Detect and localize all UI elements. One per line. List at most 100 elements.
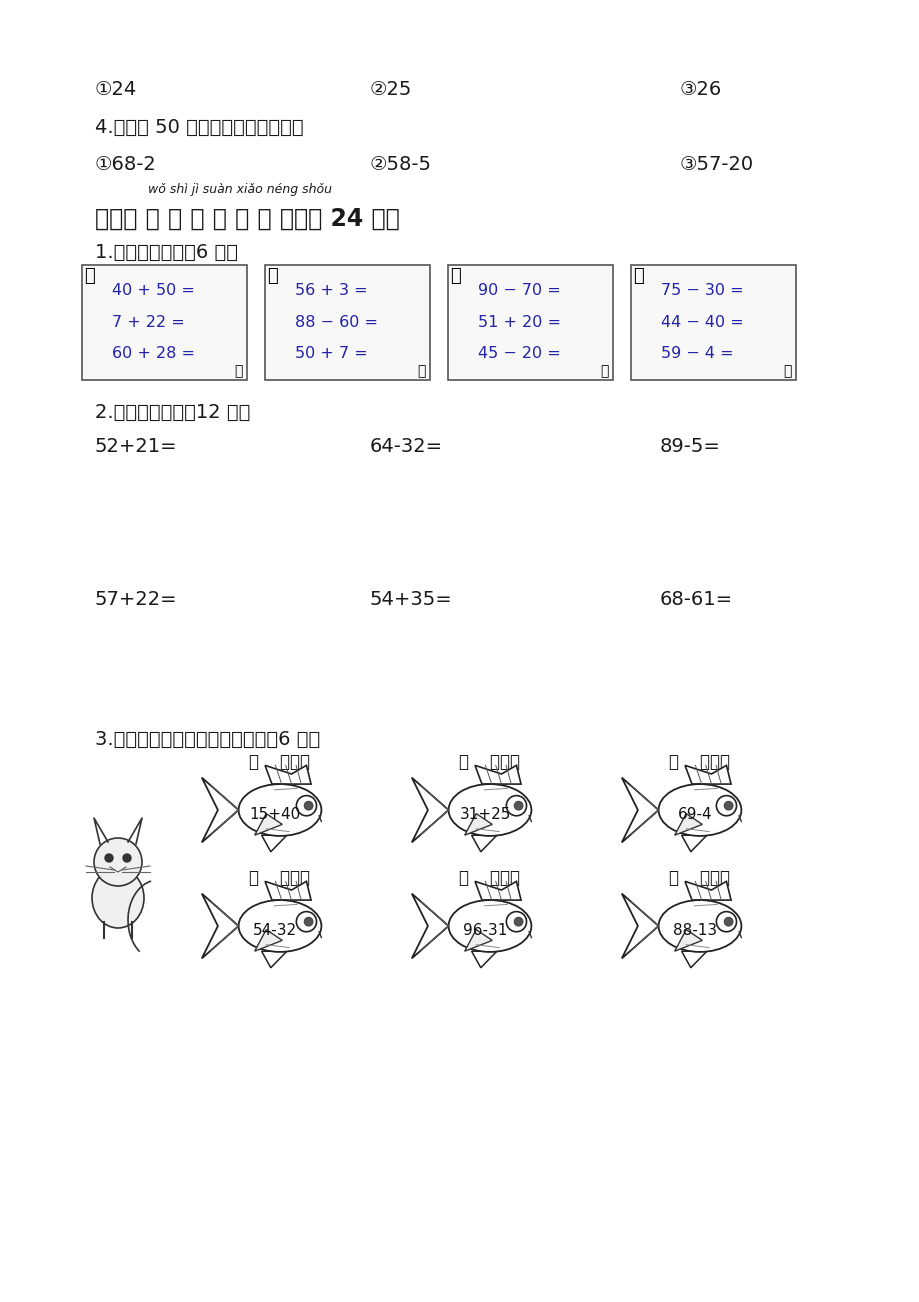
Text: 三、我 是 计 算 小 能 手 。（共 24 分）: 三、我 是 计 算 小 能 手 。（共 24 分） [95, 207, 400, 230]
Text: （    ）十多: （ ）十多 [459, 753, 520, 771]
Text: 54-32: 54-32 [253, 923, 297, 937]
Text: （    ）十多: （ ）十多 [459, 868, 520, 887]
Text: 69-4: 69-4 [677, 807, 712, 822]
Text: ②58-5: ②58-5 [369, 155, 432, 174]
Text: 68-61=: 68-61= [659, 590, 732, 609]
Text: ①68-2: ①68-2 [95, 155, 156, 174]
Polygon shape [261, 952, 287, 967]
Circle shape [514, 801, 522, 810]
Text: ②25: ②25 [369, 79, 412, 99]
Circle shape [105, 854, 113, 862]
PathPatch shape [621, 777, 658, 842]
Text: 59 − 4 =: 59 − 4 = [660, 346, 732, 362]
Circle shape [296, 796, 316, 816]
PathPatch shape [412, 777, 448, 842]
Text: 89-5=: 89-5= [659, 437, 720, 456]
Bar [630, 266, 795, 380]
Ellipse shape [658, 900, 741, 952]
Text: 75 − 30 =: 75 − 30 = [660, 283, 743, 298]
Text: 🦋: 🦋 [267, 267, 278, 285]
Text: 60 + 28 =: 60 + 28 = [112, 346, 195, 362]
Ellipse shape [448, 900, 531, 952]
Polygon shape [464, 930, 492, 952]
Text: 96-31: 96-31 [462, 923, 507, 937]
Circle shape [505, 911, 526, 932]
Polygon shape [265, 766, 311, 784]
Circle shape [505, 796, 526, 816]
Text: 2.列竖式计算。（12 分）: 2.列竖式计算。（12 分） [95, 404, 250, 422]
Polygon shape [261, 835, 287, 852]
Text: 31+25: 31+25 [460, 807, 511, 822]
Text: 44 − 40 =: 44 − 40 = [660, 315, 743, 329]
Text: 51 + 20 =: 51 + 20 = [478, 315, 561, 329]
Text: 88 − 60 =: 88 − 60 = [295, 315, 378, 329]
Text: 15+40: 15+40 [249, 807, 301, 822]
Polygon shape [685, 881, 731, 900]
Text: ③57-20: ③57-20 [679, 155, 754, 174]
Polygon shape [255, 814, 282, 835]
Text: 7 + 22 =: 7 + 22 = [112, 315, 185, 329]
Polygon shape [674, 814, 701, 835]
Text: 🌸: 🌸 [417, 365, 425, 378]
Polygon shape [474, 766, 520, 784]
PathPatch shape [201, 777, 238, 842]
Circle shape [716, 911, 736, 932]
Text: 🦋: 🦋 [632, 267, 643, 285]
Circle shape [514, 918, 522, 926]
Text: 64-32=: 64-32= [369, 437, 443, 456]
Ellipse shape [658, 784, 741, 836]
Text: 4.得数比 50 小的算式是（　　）。: 4.得数比 50 小的算式是（ ）。 [95, 118, 303, 137]
Circle shape [123, 854, 130, 862]
Text: 🌸: 🌸 [783, 365, 791, 378]
Text: 1.直接写得数。（6 分）: 1.直接写得数。（6 分） [95, 243, 238, 262]
Circle shape [296, 911, 316, 932]
Bar [265, 266, 429, 380]
Ellipse shape [238, 784, 321, 836]
Text: 57+22=: 57+22= [95, 590, 177, 609]
Polygon shape [685, 766, 731, 784]
Ellipse shape [92, 868, 144, 928]
Text: （    ）十多: （ ）十多 [249, 753, 311, 771]
Text: 90 − 70 =: 90 − 70 = [478, 283, 561, 298]
Text: 52+21=: 52+21= [95, 437, 177, 456]
PathPatch shape [201, 893, 238, 958]
Text: （    ）十多: （ ）十多 [249, 868, 311, 887]
Circle shape [723, 801, 732, 810]
Polygon shape [255, 930, 282, 952]
Polygon shape [471, 835, 496, 852]
Text: 🦋: 🦋 [84, 267, 95, 285]
Text: 56 + 3 =: 56 + 3 = [295, 283, 368, 298]
Circle shape [716, 796, 736, 816]
Polygon shape [471, 952, 496, 967]
Text: 🌸: 🌸 [600, 365, 608, 378]
Text: 45 − 20 =: 45 − 20 = [478, 346, 561, 362]
PathPatch shape [621, 893, 658, 958]
Polygon shape [265, 881, 311, 900]
PathPatch shape [412, 893, 448, 958]
Text: （    ）十多: （ ）十多 [669, 868, 730, 887]
Text: （    ）十多: （ ）十多 [669, 753, 730, 771]
Circle shape [723, 918, 732, 926]
Circle shape [304, 801, 312, 810]
Circle shape [94, 838, 142, 885]
Bar [448, 266, 612, 380]
Text: 3.不计算，直接说出是几十多。（6 分）: 3.不计算，直接说出是几十多。（6 分） [95, 730, 320, 749]
Text: ①24: ①24 [95, 79, 137, 99]
Ellipse shape [238, 900, 321, 952]
Text: 🦋: 🦋 [449, 267, 460, 285]
Text: ③26: ③26 [679, 79, 721, 99]
Circle shape [304, 918, 312, 926]
Text: 50 + 7 =: 50 + 7 = [295, 346, 368, 362]
Polygon shape [464, 814, 492, 835]
Polygon shape [681, 952, 706, 967]
Text: 88-13: 88-13 [673, 923, 717, 937]
Polygon shape [681, 835, 706, 852]
Ellipse shape [448, 784, 531, 836]
Polygon shape [674, 930, 701, 952]
Text: 🌸: 🌸 [234, 365, 243, 378]
Bar [82, 266, 246, 380]
Polygon shape [474, 881, 520, 900]
Text: 54+35=: 54+35= [369, 590, 452, 609]
Text: 40 + 50 =: 40 + 50 = [112, 283, 195, 298]
Text: wǒ shì jì suàn xiǎo néng shǒu: wǒ shì jì suàn xiǎo néng shǒu [148, 184, 332, 197]
